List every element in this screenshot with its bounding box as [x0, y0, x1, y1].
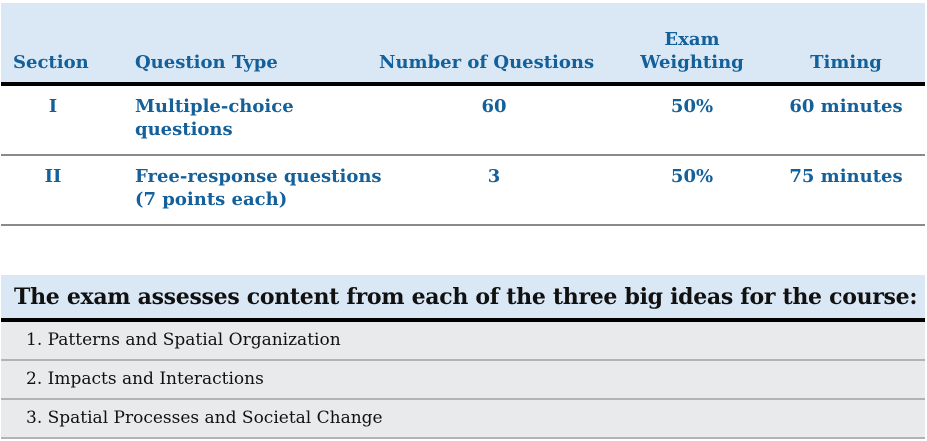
table-row: I Multiple-choice questions 60 50% 60 min…	[1, 86, 925, 156]
section-cell: I	[48, 96, 58, 117]
count-cell: 60	[481, 96, 507, 117]
big-ideas-box: The exam assesses content from each of t…	[1, 275, 925, 439]
table-header: Section Question Type Number of Question…	[1, 3, 925, 86]
big-ideas-title: The exam assesses content from each of t…	[1, 275, 925, 322]
type-line: (7 points each)	[135, 189, 288, 210]
section-cell: II	[44, 166, 62, 187]
weighting-cell: 50%	[670, 96, 714, 117]
type-line: questions	[135, 119, 233, 140]
list-item: 1. Patterns and Spatial Organization	[1, 322, 925, 361]
type-line: Multiple-choice	[135, 96, 294, 117]
exam-format-table: Section Question Type Number of Question…	[1, 3, 925, 226]
type-line: Free-response questions	[135, 166, 382, 187]
question-type-cell: Free-response questions (7 points each)	[135, 165, 382, 211]
header-timing: Timing	[810, 52, 882, 73]
question-type-cell: Multiple-choice questions	[135, 95, 294, 141]
count-cell: 3	[487, 166, 501, 187]
list-item: 2. Impacts and Interactions	[1, 361, 925, 400]
header-question-type: Question Type	[135, 52, 278, 73]
timing-cell: 75 minutes	[789, 166, 903, 187]
header-exam-weighting: Exam Weighting	[640, 29, 744, 73]
table-row: II Free-response questions (7 points each…	[1, 156, 925, 226]
list-item: 3. Spatial Processes and Societal Change	[1, 400, 925, 439]
weighting-cell: 50%	[670, 166, 714, 187]
header-section: Section	[13, 52, 89, 73]
timing-cell: 60 minutes	[789, 96, 903, 117]
header-number-of-questions: Number of Questions	[379, 52, 595, 73]
